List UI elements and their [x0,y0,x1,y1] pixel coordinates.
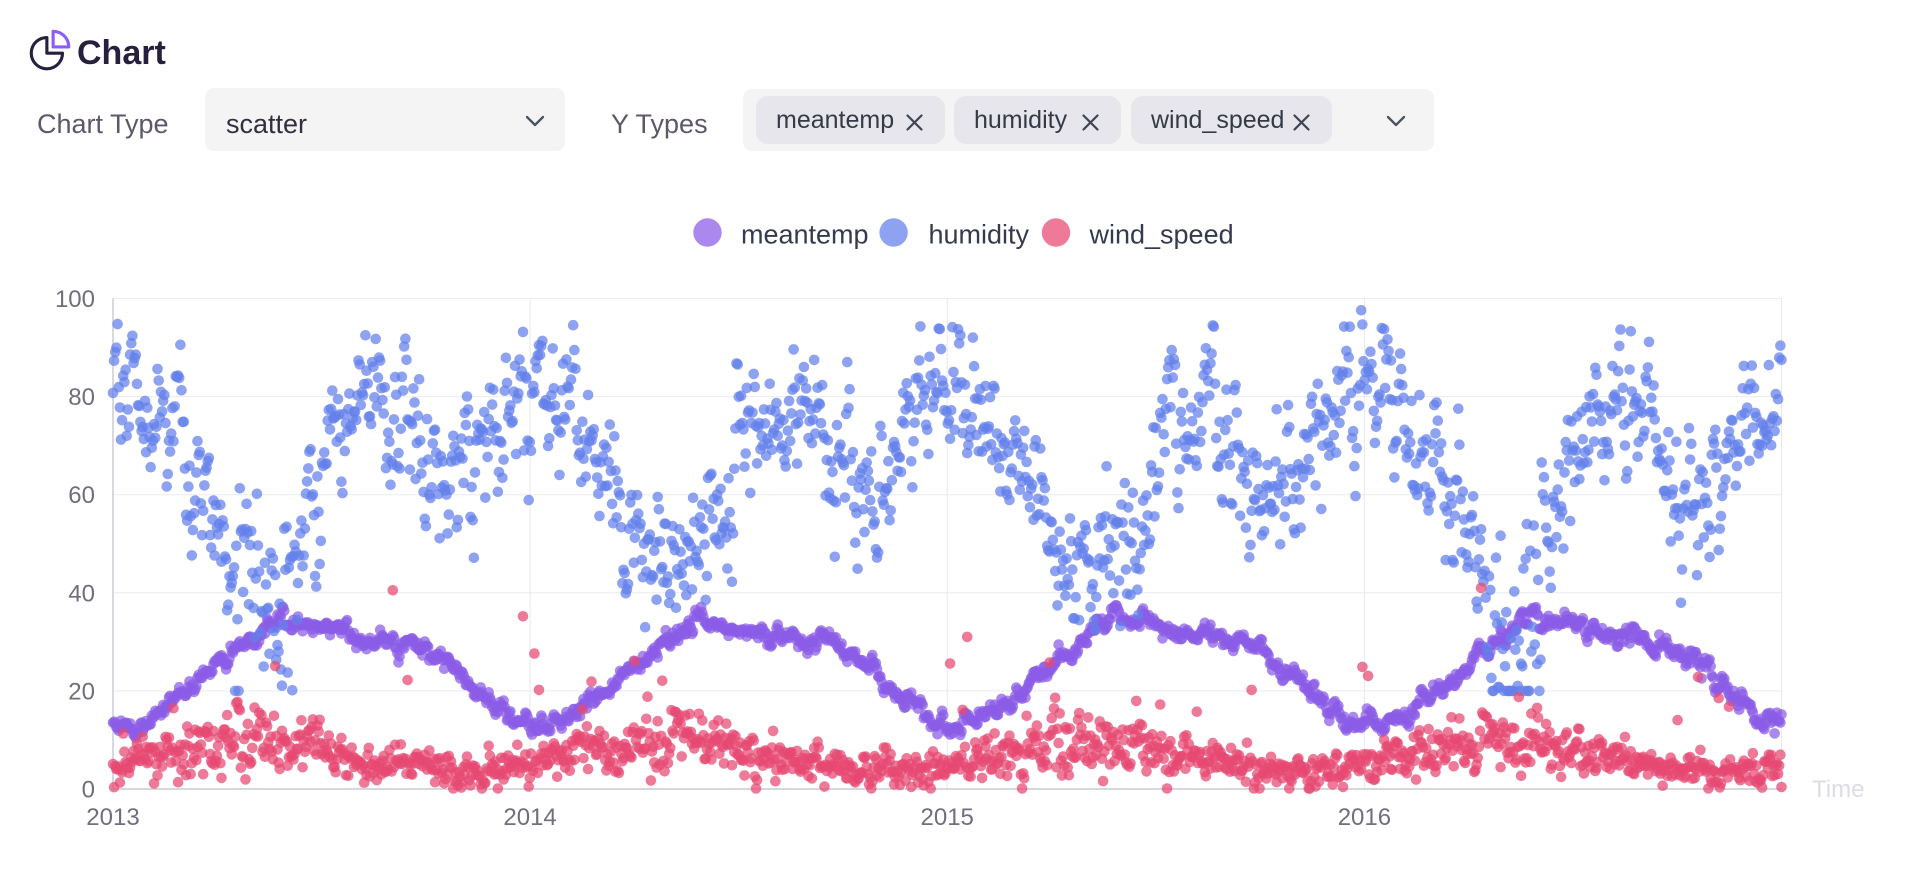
svg-text:wind_speed: wind_speed [1089,220,1234,250]
svg-text:80: 80 [68,384,95,411]
svg-text:meantemp: meantemp [741,220,869,250]
svg-text:60: 60 [68,482,95,509]
svg-text:20: 20 [68,678,95,705]
svg-text:40: 40 [68,580,95,607]
svg-text:Time: Time [1812,776,1864,803]
svg-text:2014: 2014 [503,804,556,831]
svg-text:humidity: humidity [929,220,1030,250]
svg-text:100: 100 [55,286,95,313]
svg-text:2013: 2013 [86,804,139,831]
svg-text:2016: 2016 [1338,804,1391,831]
svg-text:0: 0 [82,777,95,804]
svg-text:2015: 2015 [921,804,974,831]
